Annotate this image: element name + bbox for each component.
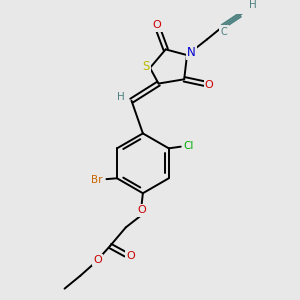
Text: O: O <box>93 255 102 265</box>
Text: O: O <box>137 205 146 215</box>
Text: Br: Br <box>91 175 102 185</box>
Text: S: S <box>142 60 149 73</box>
Text: C: C <box>221 27 227 37</box>
Text: O: O <box>127 251 135 261</box>
Text: Cl: Cl <box>184 140 194 151</box>
Text: H: H <box>249 0 257 10</box>
Text: O: O <box>153 20 161 30</box>
Text: O: O <box>205 80 214 90</box>
Text: H: H <box>117 92 124 102</box>
Text: N: N <box>187 46 196 59</box>
